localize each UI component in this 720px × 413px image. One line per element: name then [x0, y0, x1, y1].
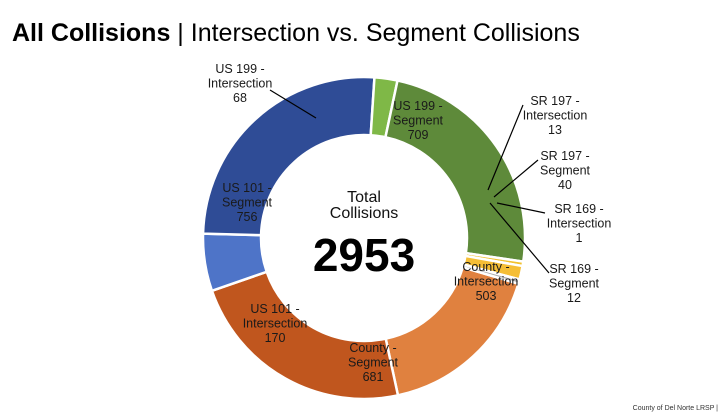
leader-line-sr-197-intersection — [487, 104, 524, 191]
data-label-county-segment: County -Segment 681 — [348, 341, 399, 384]
data-label-sr-169-intersection: SR 169 -Intersection 1 — [547, 202, 612, 245]
title-bold: All Collisions — [12, 19, 171, 47]
leader-line-us-199-intersection — [269, 89, 317, 119]
center-label-total: Total — [347, 189, 381, 206]
data-label-sr-169-segment: SR 169 -Segment 12 — [549, 262, 600, 305]
slice-sr-169-segment — [461, 263, 522, 286]
data-label-sr-197-segment: SR 197 -Segment 40 — [540, 149, 591, 192]
page-title: All Collisions | Intersection vs. Segmen… — [12, 19, 580, 48]
data-label-us-101-intersection: US 101 -Intersection 170 — [243, 302, 308, 345]
leader-line-sr-197-segment — [493, 159, 539, 198]
leader-line-sr-169-intersection — [496, 202, 546, 214]
data-label-sr-197-intersection: SR 197 -Intersection 13 — [523, 94, 588, 137]
title-rest: Intersection vs. Segment Collisions — [190, 19, 580, 47]
leader-line-sr-169-segment — [489, 202, 550, 274]
slice-us-101-segment — [201, 75, 376, 237]
data-label-county-intersection: County -Intersection 503 — [454, 260, 519, 303]
center-total-value: 2953 — [313, 229, 415, 281]
data-label-us-199-segment: US 199 -Segment 709 — [393, 99, 444, 142]
data-label-us-101-segment: US 101 -Segment 756 — [222, 181, 273, 224]
data-label-us-199-intersection: US 199 -Intersection 68 — [208, 62, 273, 105]
center-label-collisions: Collisions — [330, 205, 398, 222]
slice-county-segment — [210, 270, 400, 401]
footer-text: County of Del Norte LRSP | — [632, 405, 718, 412]
title-separator: | — [170, 19, 191, 47]
